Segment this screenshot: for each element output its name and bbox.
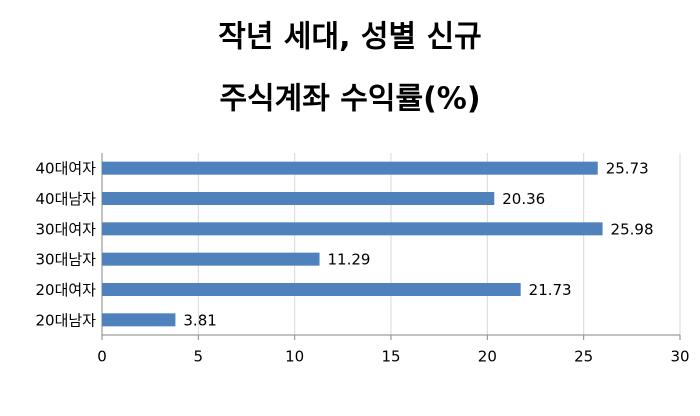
value-label: 20.36 <box>502 190 545 208</box>
x-tick-label: 10 <box>285 348 304 366</box>
bar <box>102 222 603 236</box>
x-tick-label: 0 <box>97 348 107 366</box>
x-tick-label: 5 <box>194 348 204 366</box>
y-tick-label: 30대여자 <box>36 220 97 238</box>
value-label: 25.73 <box>606 160 649 178</box>
chart-title: 주식계좌 수익률(%) <box>219 82 480 117</box>
y-tick-label: 40대남자 <box>36 190 97 208</box>
bar <box>102 161 598 175</box>
bar <box>102 283 521 296</box>
bar <box>102 313 176 327</box>
y-tick-label: 40대여자 <box>36 160 97 178</box>
x-tick-label: 30 <box>670 348 689 366</box>
y-tick-label: 20대여자 <box>36 281 97 299</box>
chart-title: 작년 세대, 성별 신규 <box>218 20 482 55</box>
y-tick-label: 30대남자 <box>36 251 97 269</box>
x-tick-label: 15 <box>381 348 400 366</box>
value-label: 3.81 <box>183 311 216 329</box>
value-label: 21.73 <box>529 281 572 299</box>
value-label: 11.29 <box>328 251 371 269</box>
x-tick-label: 25 <box>574 348 593 366</box>
bar <box>102 252 320 266</box>
value-label: 25.98 <box>611 220 654 238</box>
bar <box>102 192 495 205</box>
x-tick-label: 20 <box>478 348 497 366</box>
y-tick-label: 20대남자 <box>36 311 97 329</box>
